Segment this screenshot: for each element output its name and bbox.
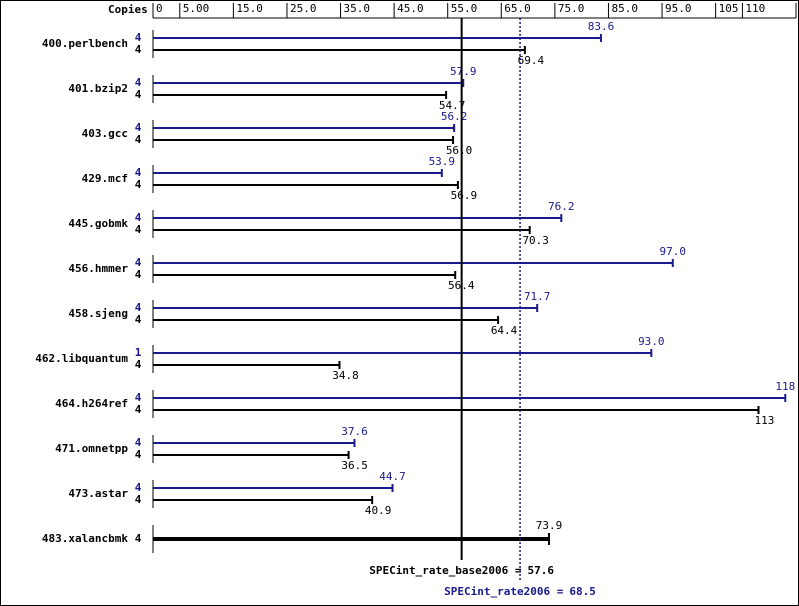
copies-label: 4 <box>135 493 142 506</box>
copies-label: 4 <box>135 532 142 545</box>
value-label: 37.6 <box>341 425 368 438</box>
benchmark-label: 401.bzip2 <box>68 82 128 95</box>
copies-label: 4 <box>135 76 142 89</box>
benchmark-label: 403.gcc <box>82 127 128 140</box>
copies-label: 4 <box>135 301 142 314</box>
value-label: 56.9 <box>451 189 478 202</box>
value-label: 70.3 <box>522 234 549 247</box>
copies-label: 4 <box>135 268 142 281</box>
copies-label: 4 <box>135 211 142 224</box>
value-label: 53.9 <box>429 155 456 168</box>
value-label: 69.4 <box>518 54 545 67</box>
copies-label: 1 <box>135 346 142 359</box>
copies-label: 4 <box>135 391 142 404</box>
value-label: 57.9 <box>450 65 477 78</box>
value-label: 97.0 <box>660 245 687 258</box>
summary-label: SPECint_rate_base2006 = 57.6 <box>369 564 554 577</box>
copies-label: 4 <box>135 256 142 269</box>
copies-label: 4 <box>135 166 142 179</box>
value-label: 34.8 <box>332 369 359 382</box>
value-label: 93.0 <box>638 335 665 348</box>
x-tick-label: 105 <box>719 2 739 15</box>
benchmark-label: 456.hmmer <box>68 262 128 275</box>
copies-label: 4 <box>135 313 142 326</box>
summary-value: 57.6 <box>528 564 555 577</box>
benchmark-label: 473.astar <box>68 487 128 500</box>
x-tick-label: 25.0 <box>290 2 317 15</box>
value-label: 54.7 <box>439 99 466 112</box>
x-tick-label: 75.0 <box>558 2 585 15</box>
value-label: 71.7 <box>524 290 551 303</box>
copies-label: 4 <box>135 436 142 449</box>
copies-label: 4 <box>135 481 142 494</box>
benchmark-label: 445.gobmk <box>68 217 128 230</box>
x-tick-label: 110 <box>745 2 765 15</box>
x-tick-label: 15.0 <box>236 2 263 15</box>
value-label: 83.6 <box>588 20 615 33</box>
benchmark-label: 458.sjeng <box>68 307 128 320</box>
summary-label: SPECint_rate2006 = 68.5 <box>444 585 596 598</box>
benchmark-label: 462.libquantum <box>35 352 128 365</box>
copies-label: 4 <box>135 121 142 134</box>
value-label: 73.9 <box>536 519 563 532</box>
value-label: 64.4 <box>491 324 518 337</box>
summary-name: SPECint_rate_base2006 = <box>369 564 522 577</box>
value-label: 40.9 <box>365 504 392 517</box>
value-label: 36.5 <box>341 459 368 472</box>
benchmark-label: 483.xalancbmk <box>42 532 128 545</box>
copies-label: 4 <box>135 448 142 461</box>
copies-label: 4 <box>135 31 142 44</box>
x-tick-label: 65.0 <box>504 2 530 15</box>
value-label: 113 <box>755 414 775 427</box>
copies-label: 4 <box>135 223 142 236</box>
copies-label: 4 <box>135 358 142 371</box>
copies-label: 4 <box>135 43 142 56</box>
copies-label: 4 <box>135 133 142 146</box>
summary-value: 68.5 <box>569 585 596 598</box>
summary-name: SPECint_rate2006 = <box>444 585 564 598</box>
value-label: 44.7 <box>379 470 406 483</box>
benchmark-label: 400.perlbench <box>42 37 128 50</box>
x-tick-label: 95.0 <box>665 2 692 15</box>
value-label: 56.2 <box>441 110 468 123</box>
value-label: 76.2 <box>548 200 575 213</box>
x-tick-label: 85.0 <box>611 2 638 15</box>
value-label: 56.0 <box>446 144 473 157</box>
x-tick-label: 55.0 <box>451 2 478 15</box>
value-label: 118 <box>775 380 795 393</box>
copies-header: Copies <box>108 3 148 16</box>
copies-label: 4 <box>135 403 142 416</box>
x-tick-label: 35.0 <box>344 2 371 15</box>
x-tick-label: 0 <box>156 2 163 15</box>
copies-label: 4 <box>135 88 142 101</box>
benchmark-label: 464.h264ref <box>55 397 128 410</box>
benchmark-label: 471.omnetpp <box>55 442 128 455</box>
x-tick-label: 5.00 <box>183 2 210 15</box>
copies-label: 4 <box>135 178 142 191</box>
benchmark-label: 429.mcf <box>82 172 128 185</box>
x-tick-label: 45.0 <box>397 2 424 15</box>
